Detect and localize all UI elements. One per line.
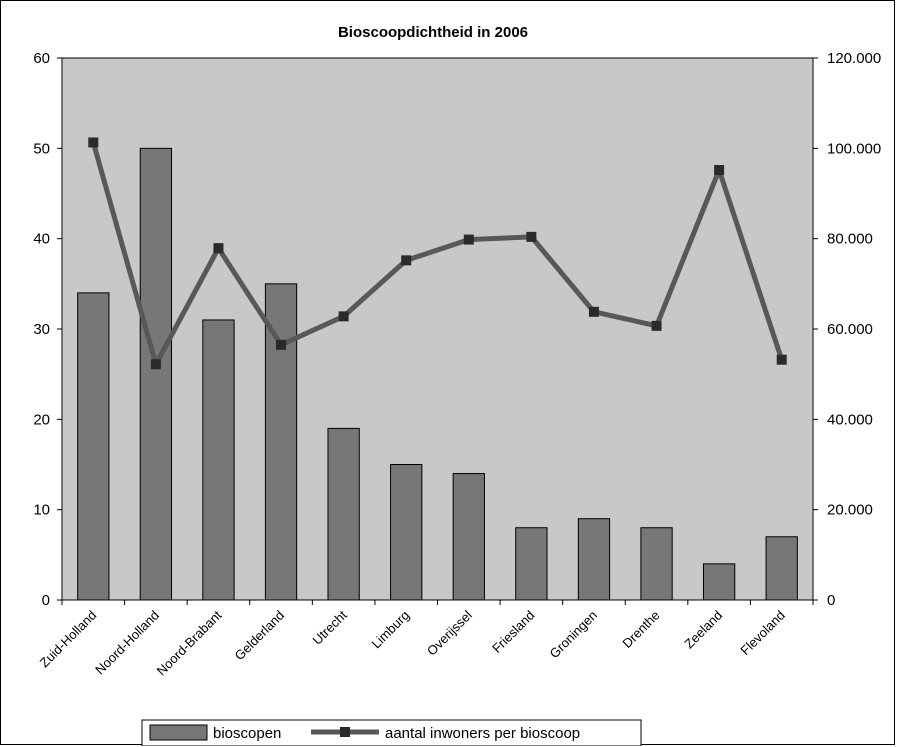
marker-overijssel [463,234,474,245]
left-axis-tick-label: 30 [33,321,50,338]
bar-zeeland [702,563,736,601]
left-axis-tick-label: 40 [33,231,50,248]
left-axis-tick-label: 0 [42,592,50,609]
bar-utrecht [327,427,360,601]
bar-overijssel [452,473,485,601]
x-axis-label: Friesland [489,608,537,656]
marker-limburg [401,255,412,266]
chart-title: Bioscoopdichtheid in 2006 [338,24,528,41]
x-axis-label: Utrecht [310,607,351,648]
bar-gelderland [264,283,298,601]
left-axis-tick-label: 50 [33,140,50,157]
left-axis-tick-label: 10 [33,502,50,519]
plot-background [61,57,814,601]
x-axis-label: Zuid-Holland [37,608,100,671]
legend-swatch-marker [340,727,350,737]
marker-zuid-holland [88,137,99,148]
legend-label-bioscopen: bioscopen [213,725,281,742]
bar-noord-brabant [202,319,235,601]
bar-drenthe [640,527,673,601]
x-axis-label: Flevoland [737,608,787,658]
marker-zeeland [714,165,725,176]
right-axis-tick-label: 60.000 [827,321,873,338]
legend-swatch-bioscopen [149,724,208,741]
marker-utrecht [338,311,349,322]
marker-gelderland [276,339,287,350]
x-axis-label: Groningen [547,608,601,662]
right-axis-tick-label: 40.000 [827,411,873,428]
legend-label-inwoners: aantal inwoners per bioscoop [385,725,580,742]
marker-friesland [526,231,537,242]
line-inwoners [90,141,785,367]
left-axis-tick-label: 20 [33,411,50,428]
bar-friesland [515,527,548,601]
x-axis-label: Drenthe [619,608,662,651]
bar-noord-holland [139,147,173,601]
x-axis-label: Noord-Brabant [154,607,225,678]
marker-groningen [588,306,599,317]
right-axis-tick-label: 20.000 [827,502,873,519]
left-axis-tick-label: 60 [33,50,50,67]
right-axis-tick-label: 100.000 [827,140,881,157]
bar-limburg [390,464,423,601]
right-axis-tick-label: 120.000 [827,50,881,67]
marker-drenthe [651,320,662,331]
plot-area: 0 10 20 30 40 50 60 0 20.000 40.000 60.000 80.000 10… [33,50,881,678]
x-axis-label: Gelderland [232,608,288,664]
right-axis-tick-label: 80.000 [827,231,873,248]
marker-flevoland [776,354,787,365]
x-axis-label: Zeeland [681,608,725,652]
legend-box [141,719,642,746]
x-axis-label: Noord-Holland [92,608,162,678]
bar-groningen [577,518,611,601]
marker-noord-brabant [213,243,224,254]
x-axis-label: Limburg [369,608,413,652]
x-axis-label: Overijssel [424,607,475,658]
marker-noord-holland [150,359,161,370]
bar-zuid-holland [77,292,110,601]
legend: bioscopen aantal inwoners per bioscoop [141,719,642,746]
right-axis-tick-label: 0 [827,592,835,609]
bar-flevoland [765,536,798,601]
